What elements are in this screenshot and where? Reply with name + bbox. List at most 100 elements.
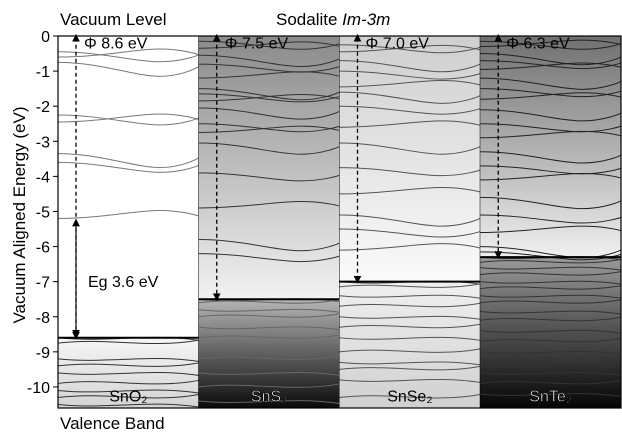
- conduction-band-line: [480, 62, 622, 70]
- conduction-band-line: [480, 214, 622, 224]
- conduction-band-line: [57, 48, 199, 58]
- valence-band-line: [198, 400, 340, 404]
- valence-band-line: [480, 258, 622, 264]
- vacuum-level-label: Vacuum Level: [60, 10, 167, 29]
- conduction-band-line: [480, 92, 622, 100]
- work-function-label: Φ 8.6 eV: [84, 35, 148, 52]
- conduction-band-line: [198, 107, 340, 120]
- valence-band-line: [198, 313, 340, 318]
- valence-band-line: [198, 308, 340, 313]
- conduction-band-line: [480, 40, 622, 50]
- valence-band-line: [57, 389, 199, 394]
- valence-band-line: [339, 336, 481, 341]
- valence-band-line: [198, 347, 340, 352]
- conduction-band-line: [57, 209, 199, 219]
- conduction-band-line: [480, 172, 622, 181]
- conduction-band-line: [339, 91, 481, 104]
- valence-band-line: [339, 348, 481, 353]
- valence-band-line: [198, 326, 340, 331]
- conduction-band-line: [480, 53, 622, 66]
- work-function-label: Φ 7.0 eV: [366, 35, 430, 52]
- conduction-band-line: [57, 153, 200, 169]
- conduction-band-line: [339, 120, 481, 128]
- y-tick-label: -8: [36, 310, 50, 327]
- y-tick-label: -4: [36, 169, 50, 186]
- valence-band-line: [480, 299, 622, 304]
- band-panel-2: Φ 7.5 eV SnS₂: [198, 33, 340, 408]
- valence-region: [198, 299, 340, 408]
- y-tick-label: -3: [36, 134, 50, 151]
- valence-band-line: [339, 302, 481, 308]
- valence-band-line: [57, 372, 199, 376]
- conduction-region: [58, 36, 199, 338]
- conduction-band-line: [480, 130, 622, 139]
- conduction-band-line: [198, 201, 340, 209]
- conduction-band-line: [339, 187, 481, 195]
- valence-band-line: [480, 393, 622, 397]
- y-tick-label: -7: [36, 275, 50, 292]
- conduction-band-line: [339, 167, 481, 177]
- valence-band-line: [480, 372, 622, 376]
- work-function-label: Φ 7.5 eV: [225, 35, 289, 52]
- valence-band-line: [57, 393, 199, 399]
- valence-band-line: [480, 329, 622, 334]
- conduction-band-line: [198, 41, 340, 49]
- conduction-band-line: [339, 142, 481, 155]
- conduction-band-line: [480, 109, 622, 122]
- conduction-band-line: [480, 151, 622, 164]
- conduction-band-line: [57, 114, 199, 126]
- valence-band-line: [480, 337, 622, 343]
- valence-band-line: [339, 379, 481, 383]
- conduction-band-line: [57, 61, 200, 77]
- valence-band-line: [480, 271, 622, 276]
- chart-title-text: Sodalite: [276, 10, 338, 29]
- conduction-band-line: [339, 79, 481, 88]
- valence-band-line: [57, 357, 199, 362]
- material-label: SnS₂: [251, 389, 287, 406]
- valence-band-label: Valence Band: [60, 414, 165, 433]
- conduction-band-line: [480, 39, 622, 48]
- conduction-band-line: [198, 88, 340, 101]
- y-tick-label: -6: [36, 240, 50, 257]
- valence-band-line: [339, 361, 481, 366]
- y-tick-label: -1: [36, 64, 50, 81]
- y-tick-label: -10: [27, 380, 50, 397]
- conduction-band-line: [198, 71, 340, 79]
- conduction-band-line: [339, 44, 481, 53]
- conduction-band-line: [198, 125, 340, 134]
- conduction-band-line: [339, 70, 481, 80]
- valence-band-line: [57, 362, 199, 367]
- material-label: SnSe₂: [387, 389, 432, 406]
- y-tick-label: -9: [36, 345, 50, 362]
- valence-region: [339, 281, 481, 408]
- y-tick-label: 0: [41, 29, 50, 46]
- conduction-band-line: [339, 105, 481, 115]
- material-label: SnO₂: [109, 389, 147, 406]
- conduction-band-line: [198, 123, 340, 133]
- valence-band-line: [57, 379, 199, 385]
- valence-band-line: [57, 339, 199, 345]
- conduction-band-line: [198, 54, 340, 68]
- conduction-band-line: [198, 239, 340, 252]
- valence-band-line: [480, 294, 622, 299]
- band-panel-1: Φ 8.6 eV SnO₂ Eg 3.6 eV: [57, 33, 200, 408]
- valence-band-line: [339, 315, 481, 320]
- band-panel-3: Φ 7.0 eV SnSe₂: [339, 33, 481, 408]
- conduction-band-line: [480, 60, 622, 70]
- bandgap-label: Eg 3.6 eV: [88, 274, 159, 291]
- valence-band-line: [198, 383, 340, 388]
- conduction-region: [198, 36, 340, 300]
- y-tick-label: -5: [36, 204, 50, 221]
- conduction-band-line: [57, 161, 199, 173]
- work-function-label: Φ 6.3 eV: [506, 35, 570, 52]
- conduction-band-line: [339, 243, 481, 251]
- conduction-band-line: [339, 214, 481, 227]
- valence-band-line: [198, 372, 340, 376]
- valence-band-line: [198, 355, 340, 360]
- valence-band-line: [198, 334, 340, 339]
- valence-band-line: [198, 299, 340, 304]
- conduction-band-line: [198, 172, 340, 182]
- valence-band-line: [480, 350, 622, 355]
- y-tick-label: -2: [36, 99, 50, 116]
